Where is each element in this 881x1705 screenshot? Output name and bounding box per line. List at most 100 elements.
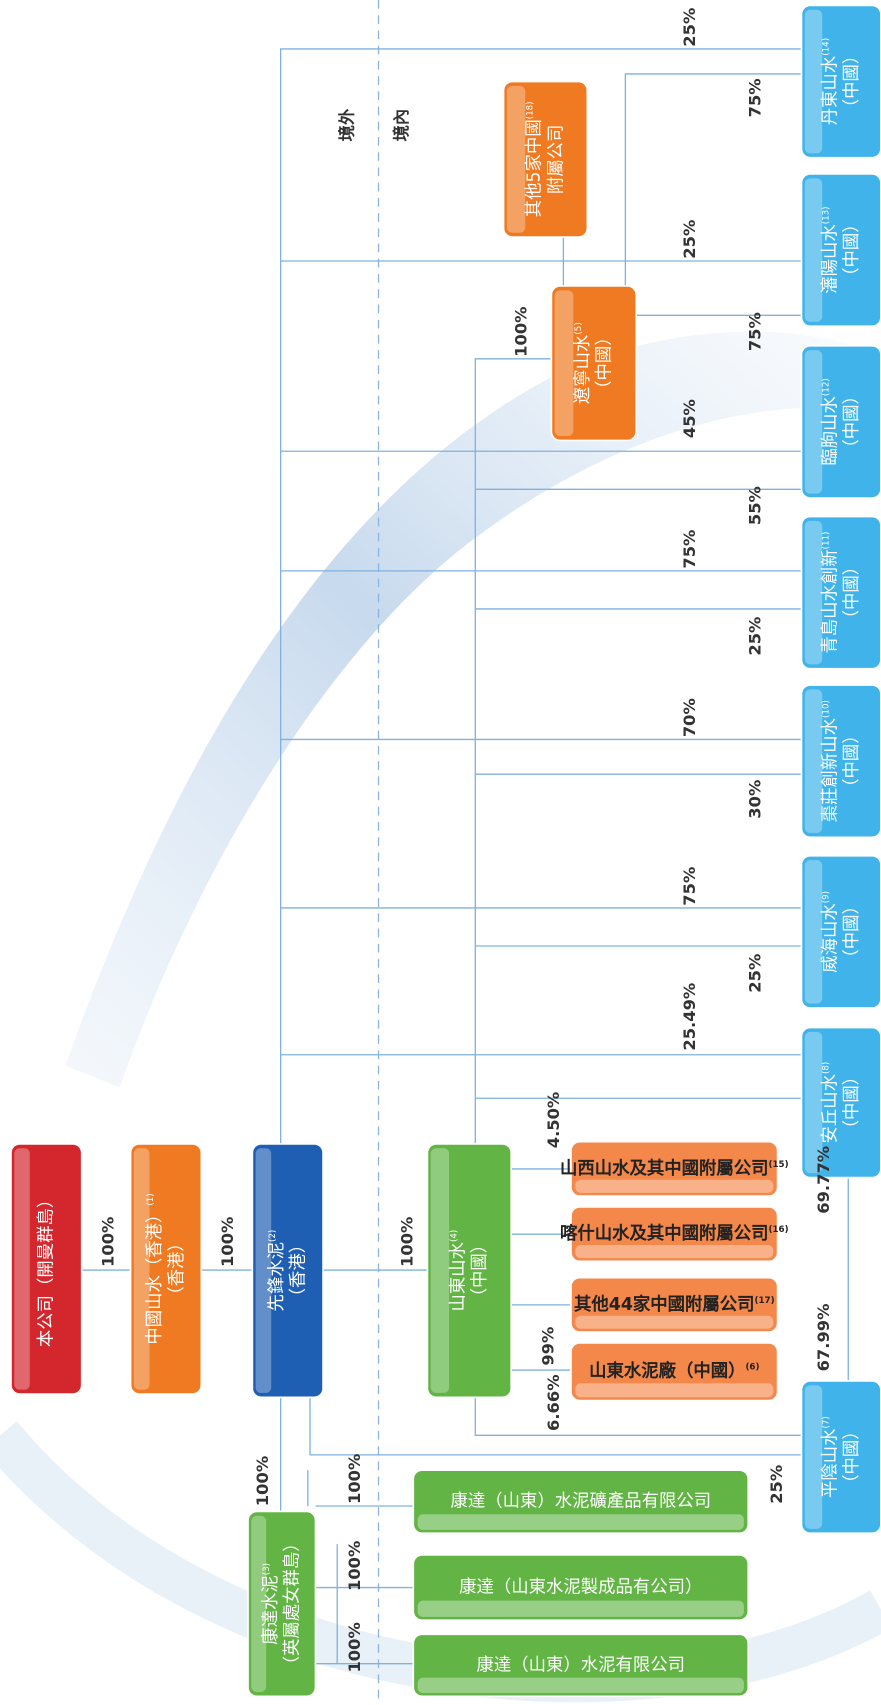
company-node: 其他5家中國(18)附屬公司 [504, 82, 588, 237]
node-highlight [575, 1180, 773, 1193]
ownership-percentage: 25% [745, 617, 764, 656]
node-label-line: （香港） [167, 1234, 187, 1304]
note-mark: (10) [821, 700, 831, 718]
company-node: 威海山水(9)（中國） [802, 856, 881, 1008]
node-label: 山東山水(4) [448, 1230, 468, 1312]
ownership-percentage: 100% [98, 1217, 117, 1267]
ownership-percentage: 100% [345, 1541, 364, 1591]
ownership-percentage: 100% [345, 1454, 364, 1504]
company-node: 青島山水創新(11)（中國） [802, 517, 881, 669]
company-node: 山西山水及其中國附屬公司(15) [560, 1142, 789, 1196]
note-mark: (18) [525, 101, 535, 119]
note-mark: (17) [755, 1295, 775, 1305]
ownership-percentage: 25% [680, 8, 699, 47]
node-label-line: 平陰山水 [820, 1428, 840, 1498]
company-node: 遼寧山水(5)（中國） [551, 286, 636, 440]
node-highlight [507, 86, 525, 233]
ownership-percentage: 55% [745, 486, 764, 525]
node-label-line: （中國） [842, 558, 862, 628]
ownership-percentage: 75% [680, 867, 699, 906]
node-label-line: （中國） [470, 1236, 490, 1306]
node-label-line: （中國） [842, 1422, 862, 1492]
node-label-line: （中國） [595, 328, 615, 398]
company-node: 先鋒水泥(2)（香港） [252, 1144, 323, 1397]
node-label-line: 其他5家中國 [525, 119, 545, 217]
node-label-line: 臨朐山水 [820, 396, 840, 466]
note-mark: (6) [745, 1362, 759, 1372]
node-label-line: 康達（山東）水泥礦產品有限公司 [450, 1492, 711, 1512]
node-label: 青島山水創新(11) [820, 532, 840, 654]
note-mark: (7) [821, 1416, 831, 1428]
page: {"regions": {"offshore": "境外", "onshore"… [0, 0, 881, 1705]
ownership-percentage: 30% [745, 780, 764, 819]
ownership-percentage: 75% [680, 530, 699, 569]
company-node: 臨朐山水(12) （中國） [802, 346, 881, 498]
node-label: 平陰山水(7) [820, 1416, 840, 1498]
node-label-line: 康達（山東）水泥有限公司 [477, 1655, 685, 1675]
ownership-percentage: 25% [745, 954, 764, 993]
node-highlight [575, 1245, 773, 1258]
node-label: 中國山水（香港）(1) [145, 1193, 165, 1344]
node-label-line: （香港） [289, 1236, 309, 1306]
company-node: 康達（山東）水泥有限公司 [413, 1634, 748, 1696]
node-label-line: （中國） [842, 897, 862, 967]
company-node: 康達水泥(3)（英屬處女群島） [248, 1511, 315, 1696]
node-label-line: 青島山水創新 [820, 549, 840, 653]
ownership-percentage: 75% [745, 78, 764, 117]
node-label: 康達（山東）水泥礦產品有限公司 [450, 1492, 711, 1512]
node-label: 其他5家中國(18) [525, 101, 545, 217]
ownership-percentage: 45% [680, 399, 699, 438]
node-label: 山東水泥廠（中國）(6) [589, 1361, 759, 1382]
company-node: 康達（山東）水泥礦產品有限公司 [413, 1470, 748, 1533]
ownership-percentage: 100% [218, 1217, 237, 1267]
node-label: 康達水泥(3) [261, 1563, 281, 1645]
node-label: 康達（山東）水泥有限公司 [477, 1655, 685, 1675]
node-label: 山西山水及其中國附屬公司(15) [560, 1158, 789, 1179]
note-mark: (9) [821, 891, 831, 903]
node-label-line: 安丘山水 [820, 1074, 840, 1144]
node-label-line: （中國） [842, 1068, 862, 1138]
note-mark: (3) [261, 1563, 271, 1575]
node-highlight [575, 1383, 773, 1397]
region-label: 境外 [338, 108, 357, 141]
ownership-percentage: 75% [745, 312, 764, 351]
company-node: 平陰山水(7)（中國） [802, 1381, 881, 1533]
ownership-percentage: 67.99% [814, 1304, 833, 1372]
node-label: （中國） [842, 558, 862, 628]
node-label: 棗莊創新山水(10) [820, 700, 840, 822]
node-label: （中國） [842, 47, 862, 116]
node-label-line: 威海山水 [820, 903, 840, 973]
node-highlight [418, 1678, 744, 1693]
company-node: 本公司（開曼群島） [11, 1144, 82, 1394]
node-label: 其他44家中國附屬公司(17) [574, 1294, 775, 1315]
note-mark: (13) [821, 206, 831, 224]
ownership-percentage: 25% [767, 1465, 786, 1504]
node-label: 附屬公司 [546, 125, 566, 195]
ownership-percentage: 100% [397, 1217, 416, 1267]
node-label-line: 先鋒水泥 [267, 1242, 287, 1312]
note-mark: (5) [573, 322, 583, 334]
node-label-line: （中國） [842, 387, 862, 457]
node-highlight [14, 1148, 30, 1389]
company-node: 喀什山水及其中國附屬公司(16) [560, 1207, 789, 1261]
node-label-line: （中國） [842, 215, 862, 284]
ownership-percentage: 25% [680, 220, 699, 259]
ownership-percentage: 25.49% [680, 983, 699, 1051]
note-mark: (12) [821, 378, 831, 396]
node-highlight [418, 1601, 744, 1617]
node-label-line: 棗莊創新山水 [820, 718, 840, 822]
company-node: 康達（山東水泥製成品有公司） [413, 1555, 748, 1620]
ownership-percentage: 69.77% [814, 1146, 833, 1214]
note-mark: (11) [821, 532, 831, 550]
note-mark: (1) [146, 1193, 156, 1205]
node-label: 康達（山東水泥製成品有公司） [459, 1578, 702, 1598]
node-label: 威海山水(9) [820, 891, 840, 973]
node-label-line: 附屬公司 [546, 125, 566, 195]
node-label-line: 康達（山東水泥製成品有公司） [459, 1578, 702, 1598]
node-label: （香港） [289, 1236, 309, 1306]
company-node: 瀋陽山水(13)（中國） [802, 174, 881, 326]
note-mark: (14) [821, 38, 831, 56]
node-label: 遼寧山水(5) [573, 322, 593, 404]
node-label: （香港） [167, 1234, 187, 1304]
ownership-percentage: 6.66% [544, 1374, 563, 1431]
